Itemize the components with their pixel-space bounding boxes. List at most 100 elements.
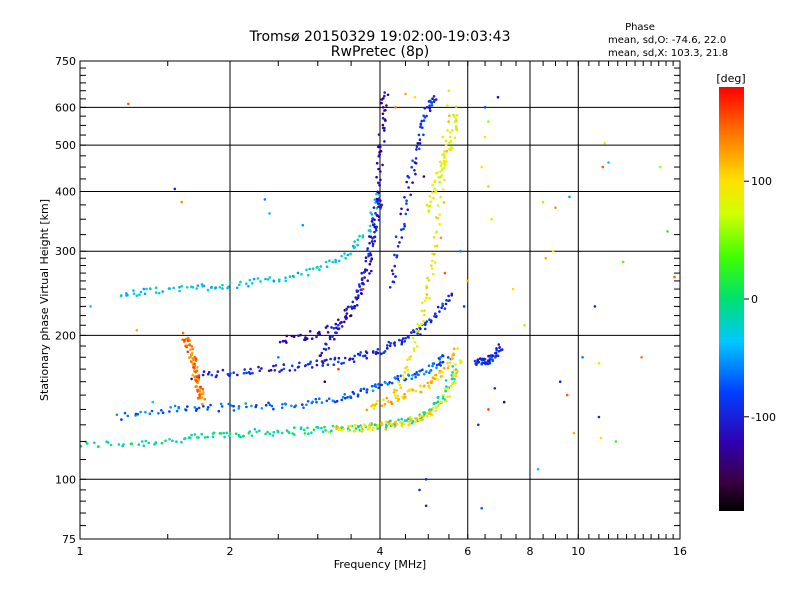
echo-point — [466, 279, 470, 283]
echo-point — [199, 385, 202, 389]
echo-point — [423, 327, 427, 331]
echo-point — [389, 419, 392, 423]
echo-point — [364, 259, 368, 263]
echo-point — [490, 217, 493, 221]
y-axis-label: Stationary phase Virtual Height [km] — [38, 199, 51, 401]
echo-point — [434, 406, 438, 410]
echo-point — [115, 413, 119, 417]
echo-point — [485, 361, 488, 365]
echo-point — [202, 404, 205, 408]
echo-point — [206, 372, 210, 376]
echo-point — [370, 240, 374, 243]
echo-point — [199, 396, 202, 400]
echo-point — [487, 354, 490, 358]
echo-point — [437, 363, 441, 366]
echo-point — [448, 135, 452, 139]
echo-point — [193, 362, 196, 366]
echo-point — [378, 153, 382, 156]
echo-point — [306, 400, 310, 403]
echo-point — [359, 351, 363, 354]
echo-point — [411, 159, 414, 162]
echo-point — [287, 430, 290, 434]
echo-point — [190, 377, 193, 381]
echo-point — [320, 426, 323, 430]
echo-point — [349, 424, 353, 428]
echo-point — [340, 325, 344, 328]
echo-point — [411, 181, 414, 184]
echo-point — [370, 213, 374, 216]
echo-point — [425, 320, 429, 323]
echo-point — [154, 286, 158, 290]
echo-point — [412, 349, 416, 353]
echo-point — [482, 358, 486, 362]
echo-point — [341, 395, 345, 399]
echo-point — [392, 342, 396, 345]
echo-point — [360, 428, 363, 432]
echo-point — [386, 344, 389, 347]
echo-point — [356, 296, 360, 300]
echo-point — [132, 292, 136, 296]
echo-point — [434, 315, 438, 319]
echo-point — [452, 353, 455, 357]
echo-point — [323, 380, 327, 384]
echo-point — [442, 201, 446, 204]
echo-point — [206, 288, 210, 292]
echo-point — [356, 395, 360, 398]
echo-point — [186, 405, 189, 408]
echo-point — [358, 285, 362, 288]
echo-point — [417, 418, 421, 422]
echo-point — [250, 404, 253, 408]
echo-point — [391, 272, 395, 276]
echo-point — [498, 346, 501, 350]
echo-point — [418, 488, 421, 492]
echo-point — [304, 364, 308, 367]
echo-point — [451, 365, 455, 368]
echo-point — [435, 244, 439, 248]
echo-point — [439, 236, 443, 240]
echo-point — [424, 478, 428, 481]
x-tick-label: 16 — [673, 545, 687, 558]
echo-point — [292, 275, 296, 279]
echo-point — [403, 225, 407, 228]
echo-point — [491, 359, 495, 363]
echo-point — [393, 388, 396, 392]
echo-point — [599, 436, 603, 440]
echo-point — [381, 123, 385, 127]
echo-point — [200, 432, 203, 436]
echo-point — [324, 342, 327, 346]
echo-point — [453, 369, 456, 372]
echo-point — [157, 412, 160, 415]
echo-point — [408, 357, 411, 361]
echo-point — [449, 131, 452, 134]
chart-subtitle: RwPretec (8p) — [331, 44, 429, 60]
echo-point — [409, 193, 413, 197]
echo-point — [235, 286, 239, 290]
data-points — [79, 89, 676, 510]
echo-point — [443, 156, 446, 159]
echo-point — [376, 190, 379, 194]
echo-point — [404, 212, 408, 216]
echo-point — [432, 253, 436, 256]
echo-point — [406, 368, 410, 372]
echo-point — [359, 389, 363, 393]
echo-point — [511, 287, 515, 291]
echo-point — [568, 195, 571, 199]
echo-point — [334, 260, 338, 264]
echo-point — [150, 409, 154, 413]
echo-point — [376, 399, 379, 403]
echo-point — [383, 403, 387, 406]
y-tick-label: 200 — [55, 329, 76, 342]
echo-point — [357, 425, 360, 429]
echo-point — [188, 356, 191, 359]
echo-point — [425, 105, 429, 109]
echo-point — [399, 386, 403, 389]
echo-point — [377, 218, 381, 222]
echo-point — [446, 387, 450, 390]
echo-point — [431, 259, 434, 263]
echo-point — [445, 149, 449, 153]
echo-point — [394, 421, 397, 424]
echo-point — [410, 331, 413, 334]
echo-point — [423, 323, 427, 327]
echo-point — [455, 114, 459, 117]
echo-point — [378, 143, 382, 147]
